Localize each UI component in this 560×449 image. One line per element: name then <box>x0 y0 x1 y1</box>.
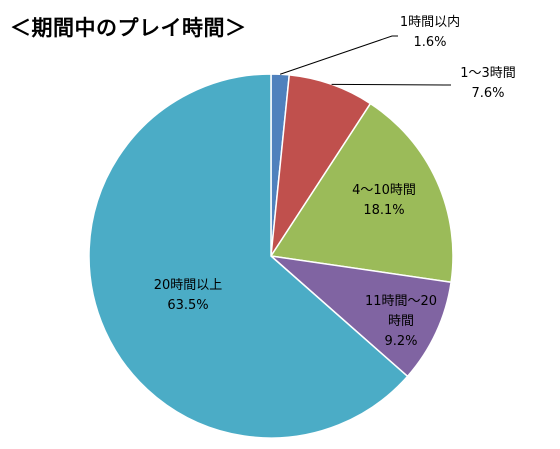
leader-lines <box>279 35 451 86</box>
slice-name-3: 4～10時間 <box>352 183 416 198</box>
slice-value-4: 9.2% <box>384 334 417 349</box>
leader-line-1 <box>279 35 398 75</box>
slice-labels: 1時間以内 1.6% 1～3時間 7.6% 4～10時間 18.1% 11時間～20 時間 9.… <box>154 14 516 349</box>
slice-value-3: 18.1% <box>363 203 404 218</box>
pie-slice-4 <box>268 254 452 378</box>
slice-name-4-2: 時間 <box>388 314 414 329</box>
slice-value-5: 63.5% <box>167 298 208 313</box>
slice-value-1: 1.6% <box>413 35 446 50</box>
slice-name-5: 20時間以上 <box>154 278 223 293</box>
slice-label-1: 1時間以内 1.6% <box>400 14 460 50</box>
slice-label-4: 11時間～20 時間 9.2% <box>365 294 437 349</box>
pie-slice-5 <box>88 73 409 439</box>
slice-value-2: 7.6% <box>471 86 504 101</box>
slice-name-2: 1～3時間 <box>460 66 516 81</box>
slice-label-5: 20時間以上 63.5% <box>154 278 223 313</box>
pie-slice-3 <box>269 102 454 284</box>
slice-name-1: 1時間以内 <box>400 14 460 30</box>
slice-label-2: 1～3時間 7.6% <box>460 66 516 101</box>
leader-line-2 <box>331 83 451 86</box>
slice-label-3: 4～10時間 18.1% <box>352 183 416 218</box>
pie-slices <box>88 73 454 439</box>
chart-title: ＜期間中のプレイ時間＞ <box>10 16 247 40</box>
slice-name-4-1: 11時間～20 <box>365 294 437 309</box>
